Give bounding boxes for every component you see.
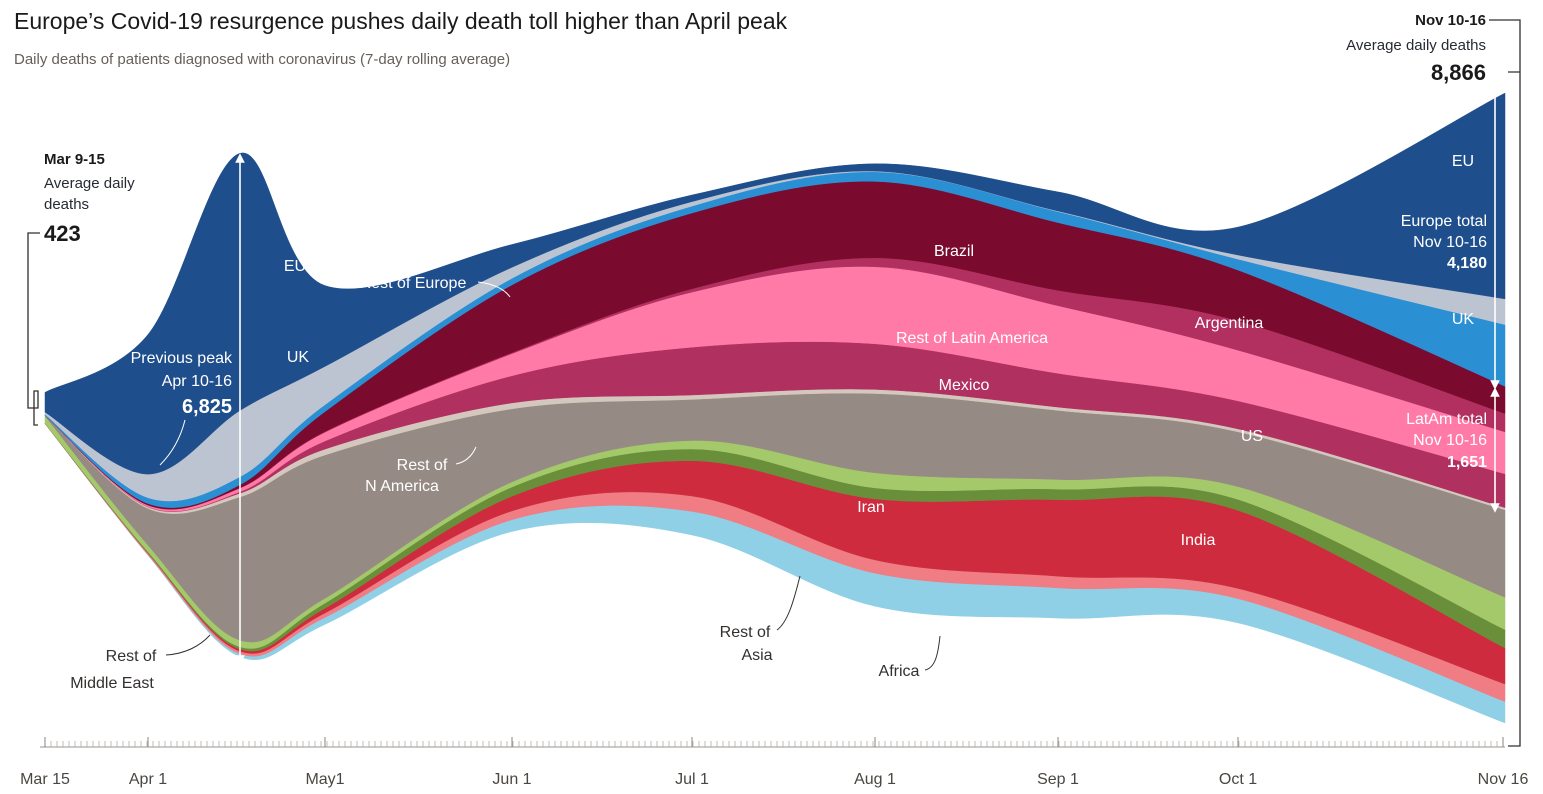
x-tick-label: Nov 16 xyxy=(1478,771,1529,788)
series-label-rest-of-asia-2: Asia xyxy=(741,647,772,664)
x-tick-label: Oct 1 xyxy=(1219,771,1257,788)
series-label-rest-n-america-2: N America xyxy=(365,478,439,495)
right-value: 8,866 xyxy=(1431,60,1486,85)
left-annotation: Mar 9-15 Average daily deaths 423 xyxy=(27,151,135,426)
right-bracket xyxy=(1489,19,1521,747)
series-label-rest-of-asia-1: Rest of xyxy=(720,624,771,641)
series-label-rest-latam: Rest of Latin America xyxy=(896,330,1048,347)
rest-of-asia-connector xyxy=(776,575,801,631)
peak-label-line1: Previous peak xyxy=(131,350,233,367)
series-label-iran: Iran xyxy=(857,499,885,516)
rest-n-america-connector xyxy=(455,446,477,465)
left-deaths-label: deaths xyxy=(44,196,89,213)
series-label-india: India xyxy=(1181,532,1216,549)
series-label-uk: UK xyxy=(287,349,310,366)
x-axis: Mar 15 Apr 1 May1 Jun 1 Jul 1 Aug 1 Sep 1 Oct 1… xyxy=(20,737,1528,788)
series-label-eu-right: EU xyxy=(1452,153,1474,170)
europe-total-value: 4,180 xyxy=(1447,255,1487,272)
africa-connector xyxy=(924,635,941,671)
rest-of-middle-east-connector xyxy=(165,634,211,656)
x-tick-label: Aug 1 xyxy=(854,771,896,788)
latam-total-value: 1,651 xyxy=(1447,454,1487,471)
series-label-eu: EU xyxy=(284,258,306,275)
x-tick-label: Apr 1 xyxy=(129,771,167,788)
left-period-label: Mar 9-15 xyxy=(44,151,105,168)
europe-total-line1: Europe total xyxy=(1401,213,1487,230)
series-label-rest-n-america-1: Rest of xyxy=(397,457,448,474)
right-annotation: Nov 10-16 Average daily deaths 8,866 xyxy=(1346,12,1521,747)
series-label-mexico: Mexico xyxy=(939,377,990,394)
latam-total-line1: LatAm total xyxy=(1406,411,1487,428)
left-avg-label: Average daily xyxy=(44,175,135,192)
series-label-us: US xyxy=(1241,428,1263,445)
right-avg-label: Average daily deaths xyxy=(1346,37,1486,54)
x-tick-label: Sep 1 xyxy=(1037,771,1079,788)
rest-of-europe-connector xyxy=(477,281,511,298)
x-tick-label: Jul 1 xyxy=(675,771,709,788)
series-label-argentina: Argentina xyxy=(1195,315,1264,332)
peak-label-line2: Apr 10-16 xyxy=(162,373,232,390)
x-axis-minor-ticks xyxy=(44,741,1504,747)
peak-connector xyxy=(159,419,186,466)
series-label-rest-of-middle-east-1: Rest of xyxy=(106,648,157,665)
series-label-rest-of-europe: Rest of Europe xyxy=(360,275,467,292)
chart-subtitle: Daily deaths of patients diagnosed with … xyxy=(14,51,511,68)
x-tick-label: Jun 1 xyxy=(492,771,531,788)
x-axis-tick-labels: Mar 15 Apr 1 May1 Jun 1 Jul 1 Aug 1 Sep 1 Oct 1… xyxy=(20,737,1528,788)
europe-total-line2: Nov 10-16 xyxy=(1413,234,1487,251)
stream-layer-eu xyxy=(44,92,1506,475)
right-period-label: Nov 10-16 xyxy=(1415,12,1486,29)
chart-title: Europe’s Covid-19 resurgence pushes dail… xyxy=(14,8,788,34)
latam-total-line2: Nov 10-16 xyxy=(1413,432,1487,449)
series-label-uk-right: UK xyxy=(1452,311,1475,328)
series-label-africa: Africa xyxy=(879,663,920,680)
x-tick-label: May1 xyxy=(305,771,344,788)
series-label-brazil: Brazil xyxy=(934,243,974,260)
left-value: 423 xyxy=(44,221,81,246)
x-tick-label: Mar 15 xyxy=(20,771,70,788)
peak-value: 6,825 xyxy=(182,396,232,418)
stream-layers xyxy=(44,92,1506,724)
left-bracket xyxy=(27,232,40,426)
series-label-rest-of-middle-east-2: Middle East xyxy=(70,675,154,692)
